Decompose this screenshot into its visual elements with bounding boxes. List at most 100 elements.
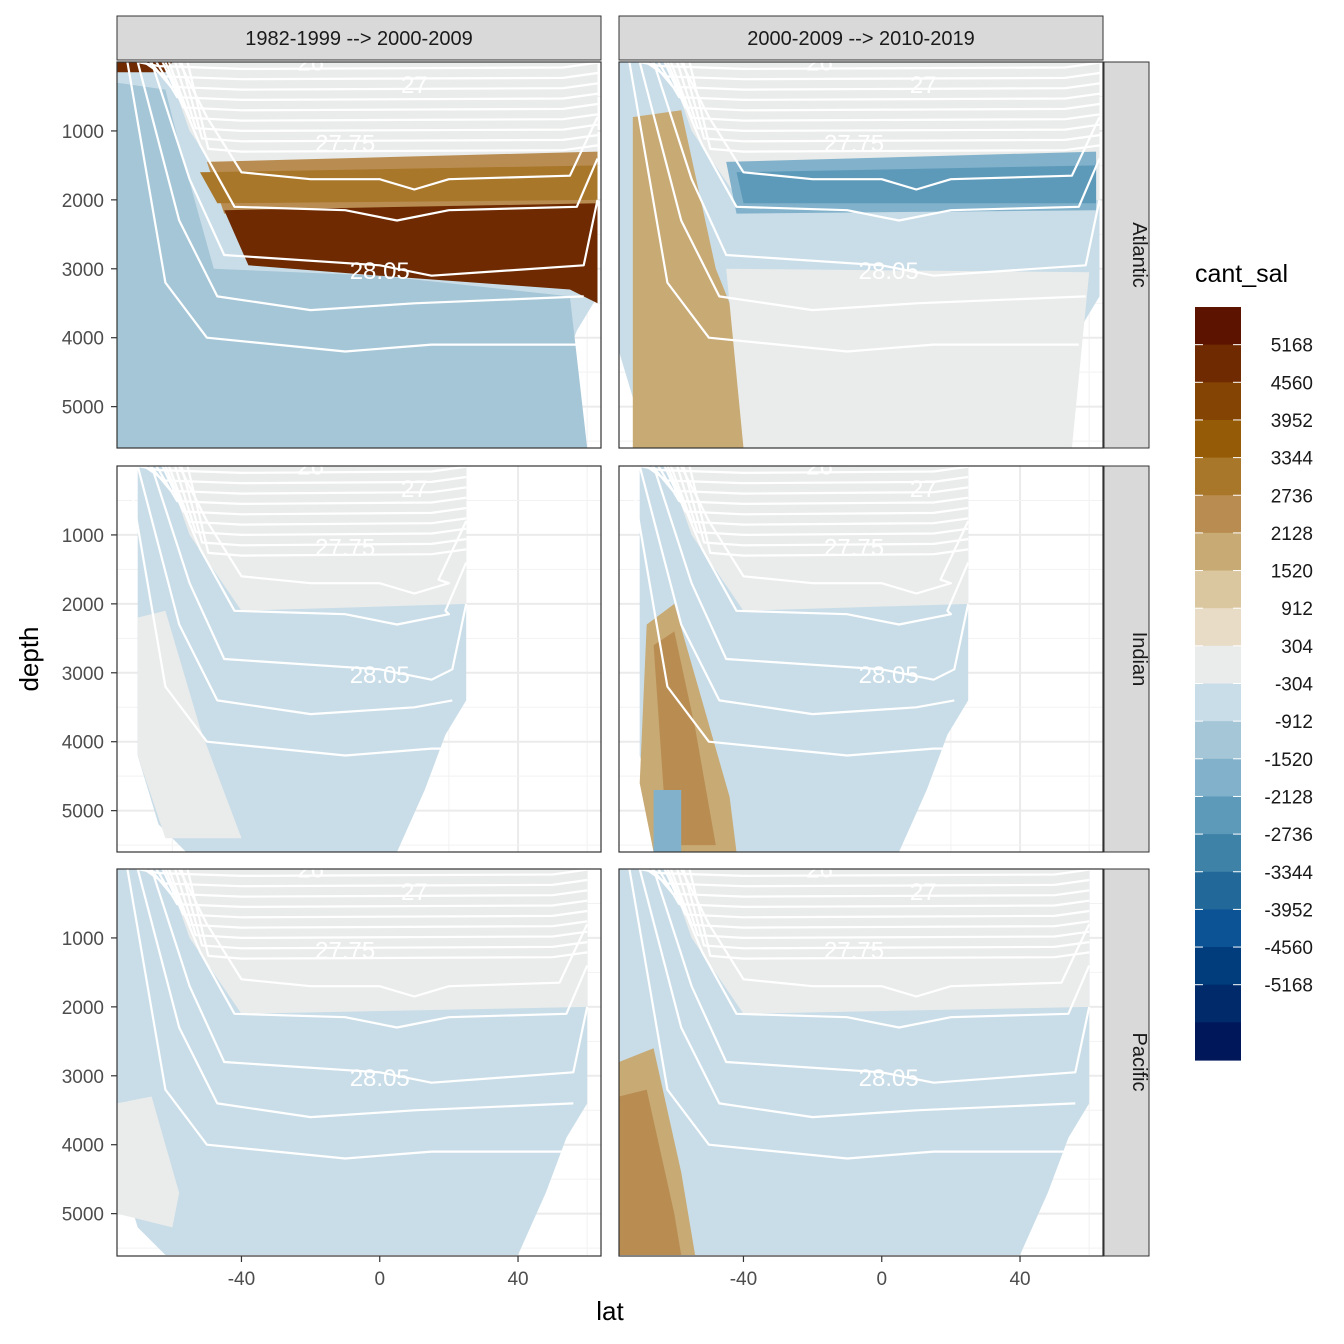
legend-swatch-4 bbox=[1195, 458, 1241, 496]
legend-swatch-18 bbox=[1195, 985, 1241, 1023]
legend-swatch-1 bbox=[1195, 345, 1241, 383]
x-tick-label-c1-2: 40 bbox=[1009, 1269, 1030, 1290]
row-strip-pacific-label: Pacific bbox=[1128, 1033, 1150, 1092]
column-strip-1: 1982-1999 --> 2000-2009 bbox=[117, 16, 601, 60]
panel-r1c0-contour-label-3: 27.75 bbox=[315, 535, 375, 562]
x-tick-label-c0-0: -40 bbox=[228, 1269, 255, 1290]
panel-r1c0-contour-label-1: 26 bbox=[297, 453, 324, 480]
legend-swatch-10 bbox=[1195, 684, 1241, 722]
x-tick-label-c1-1: 0 bbox=[876, 1269, 887, 1290]
legend-swatch-14 bbox=[1195, 834, 1241, 872]
panel-r1c0-contour-label-4: 28.05 bbox=[350, 662, 410, 689]
legend-label-16: -4560 bbox=[1264, 938, 1313, 959]
row-strip-atlantic: Atlantic bbox=[1104, 62, 1150, 448]
legend-label-5: 2128 bbox=[1271, 524, 1313, 545]
y-tick-label-r0-2: 3000 bbox=[62, 260, 104, 281]
panel-r2c0-contour-label-3: 27.75 bbox=[315, 938, 375, 965]
panel-r2c0-contour-label-2: 27 bbox=[401, 879, 428, 906]
y-tick-label-r0-3: 4000 bbox=[62, 329, 104, 350]
panel-r0c1-contour-label-2: 27 bbox=[910, 72, 937, 99]
legend-swatch-7 bbox=[1195, 571, 1241, 609]
y-tick-label-r0-4: 5000 bbox=[62, 398, 104, 419]
row-strip-pacific: Pacific bbox=[1104, 869, 1150, 1256]
panel-r0c0-contour-label-4: 28.05 bbox=[350, 258, 410, 285]
panel-pacific-period2: 26 27 27.75 28.05 bbox=[619, 856, 1103, 1255]
panel-r1c1-contour-label-1: 26 bbox=[806, 453, 833, 480]
legend-title: cant_sal bbox=[1195, 260, 1288, 288]
panel-r1c1-contour-label-4: 28.05 bbox=[859, 662, 919, 689]
legend-swatch-17 bbox=[1195, 947, 1241, 985]
legend-swatch-15 bbox=[1195, 872, 1241, 910]
legend-label-12: -2128 bbox=[1264, 787, 1313, 808]
panel-indian-period2: 26 27 27.75 28.05 bbox=[619, 453, 1103, 852]
panel-r1c1-bottom bbox=[654, 790, 682, 852]
panel-r0c0-contour-label-2: 27 bbox=[401, 72, 428, 99]
y-tick-label-r1-2: 3000 bbox=[62, 664, 104, 685]
panel-r2c1-contour-label-3: 27.75 bbox=[824, 938, 884, 965]
y-tick-label-r2-1: 2000 bbox=[62, 998, 104, 1019]
x-tick-label-c0-2: 40 bbox=[507, 1269, 528, 1290]
legend-swatch-0 bbox=[1195, 307, 1241, 345]
panel-r0c1-contour-label-3: 27.75 bbox=[824, 131, 884, 158]
legend-label-4: 2736 bbox=[1271, 486, 1313, 507]
panel-pacific-period1: 26 27 27.75 28.05 bbox=[117, 856, 601, 1255]
legend-swatch-13 bbox=[1195, 796, 1241, 834]
legend-swatch-11 bbox=[1195, 721, 1241, 759]
panel-atlantic-period2: 26 27 27.75 28.05 bbox=[619, 49, 1103, 448]
y-axis-title: depth bbox=[14, 626, 44, 691]
y-tick-label-r0-1: 2000 bbox=[62, 191, 104, 212]
panel-r2c1-contour-label-4: 28.05 bbox=[859, 1065, 919, 1092]
legend-label-6: 1520 bbox=[1271, 562, 1313, 583]
row-strip-atlantic-label: Atlantic bbox=[1128, 222, 1150, 288]
y-tick-label-r2-2: 3000 bbox=[62, 1067, 104, 1088]
y-axis: 1000 2000 3000 4000 5000 1000 2000 3000 4000 5000… bbox=[62, 122, 117, 1226]
legend-swatch-8 bbox=[1195, 608, 1241, 646]
legend-label-9: -304 bbox=[1275, 675, 1313, 696]
panel-r2c1-contour-label-1: 26 bbox=[806, 856, 833, 883]
legend-label-2: 3952 bbox=[1271, 411, 1313, 432]
legend-label-14: -3344 bbox=[1264, 863, 1313, 884]
panel-indian-period1: 26 27 27.75 28.05 bbox=[117, 453, 601, 852]
column-strip-2: 2000-2009 --> 2010-2019 bbox=[619, 16, 1103, 60]
column-strip-1-label: 1982-1999 --> 2000-2009 bbox=[245, 28, 472, 50]
column-strip-2-label: 2000-2009 --> 2010-2019 bbox=[747, 28, 974, 50]
legend-label-7: 912 bbox=[1281, 599, 1313, 620]
legend-swatch-2 bbox=[1195, 382, 1241, 420]
panel-r1c1-contour-label-2: 27 bbox=[910, 476, 937, 503]
y-tick-label-r1-0: 1000 bbox=[62, 526, 104, 547]
legend-label-3: 3344 bbox=[1271, 449, 1314, 470]
legend-swatch-19 bbox=[1195, 1022, 1241, 1060]
legend-label-8: 304 bbox=[1281, 637, 1313, 658]
legend-label-1: 4560 bbox=[1271, 373, 1313, 394]
legend-swatch-12 bbox=[1195, 759, 1241, 797]
legend-swatch-3 bbox=[1195, 420, 1241, 458]
legend-swatch-9 bbox=[1195, 646, 1241, 684]
legend-label-10: -912 bbox=[1275, 712, 1313, 733]
legend-label-11: -1520 bbox=[1264, 750, 1313, 771]
panel-r2c0-contour-label-4: 28.05 bbox=[350, 1065, 410, 1092]
x-tick-label-c0-1: 0 bbox=[374, 1269, 385, 1290]
panel-atlantic-period1: 262727.7528.05 bbox=[117, 49, 601, 448]
legend-swatch-6 bbox=[1195, 533, 1241, 571]
legend-swatch-5 bbox=[1195, 495, 1241, 533]
y-tick-label-r1-4: 5000 bbox=[62, 802, 104, 823]
legend-label-15: -3952 bbox=[1264, 900, 1313, 921]
y-tick-label-r0-0: 1000 bbox=[62, 122, 104, 143]
y-tick-label-r2-4: 5000 bbox=[62, 1205, 104, 1226]
legend-label-0: 5168 bbox=[1271, 336, 1313, 357]
y-tick-label-r1-1: 2000 bbox=[62, 595, 104, 616]
y-tick-label-r2-0: 1000 bbox=[62, 929, 104, 950]
x-tick-label-c1-0: -40 bbox=[730, 1269, 757, 1290]
legend: cant_sal 5168 4560 3952 3344 2736 2128 1520 912… bbox=[1195, 260, 1313, 1061]
x-axis: -40 0 40 -40 0 40 bbox=[228, 1256, 1031, 1290]
panel-r2c0-contour-label-1: 26 bbox=[297, 856, 324, 883]
x-axis-title: lat bbox=[596, 1296, 624, 1326]
panel-r2c1-contour-label-2: 27 bbox=[910, 879, 937, 906]
panel-r0c1-contour-label-4: 28.05 bbox=[859, 258, 919, 285]
panel-r0c1-abyss bbox=[726, 269, 1089, 448]
legend-label-17: -5168 bbox=[1264, 976, 1313, 997]
panel-r1c0-contour-label-2: 27 bbox=[401, 476, 428, 503]
y-tick-label-r2-3: 4000 bbox=[62, 1136, 104, 1157]
row-strip-indian: Indian bbox=[1104, 466, 1150, 852]
